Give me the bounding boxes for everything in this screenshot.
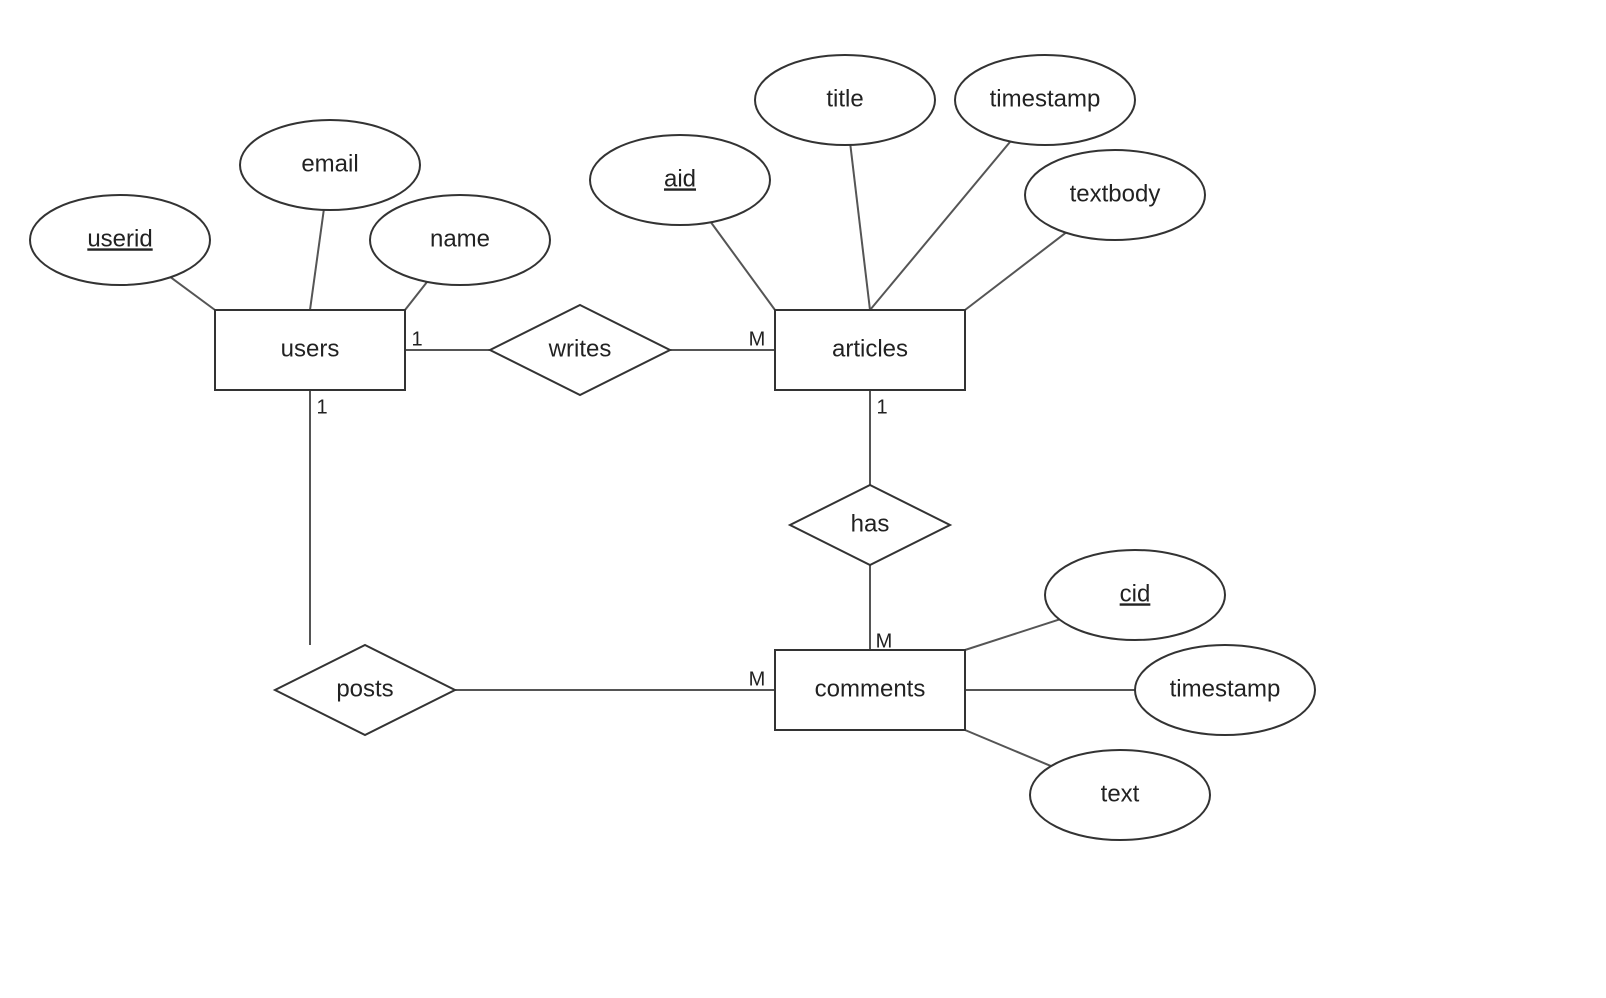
entity-label: articles	[832, 335, 908, 362]
relationship-label: posts	[336, 675, 393, 702]
attribute-label: timestamp	[1170, 675, 1281, 702]
relationship-label: has	[851, 510, 890, 537]
attribute-label: textbody	[1070, 180, 1161, 207]
edge	[171, 277, 215, 310]
cardinality-label: 1	[411, 328, 422, 350]
cardinality-label: M	[749, 668, 766, 690]
cardinality-label: M	[749, 328, 766, 350]
edge	[965, 730, 1051, 766]
edge	[405, 282, 427, 310]
attribute-label: name	[430, 225, 490, 252]
attribute-label: timestamp	[990, 85, 1101, 112]
edge	[965, 233, 1066, 310]
attribute-label: title	[826, 85, 863, 112]
attribute-label: text	[1101, 780, 1140, 807]
edge	[711, 222, 775, 310]
attribute-label: aid	[664, 165, 696, 192]
relationship-label: writes	[548, 335, 612, 362]
edge	[850, 145, 870, 310]
attribute-label: cid	[1120, 580, 1151, 607]
cardinality-label: 1	[316, 396, 327, 418]
er-diagram: 1 M 1 M 1 Muserid email name aid title timestamp te…	[0, 0, 1606, 998]
attribute-label: email	[301, 150, 358, 177]
cardinality-label: M	[876, 630, 893, 652]
entity-label: comments	[815, 675, 926, 702]
edge	[870, 142, 1010, 310]
edge	[965, 619, 1059, 650]
cardinality-label: 1	[876, 396, 887, 418]
attribute-label: userid	[87, 225, 152, 252]
edge	[310, 210, 324, 310]
entity-label: users	[281, 335, 340, 362]
